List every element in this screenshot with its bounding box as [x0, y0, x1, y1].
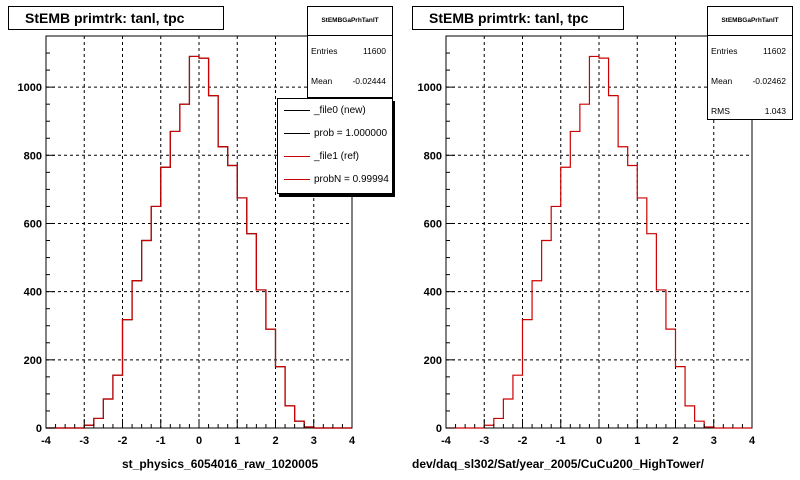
right-x-tick-label: 3 — [711, 435, 717, 447]
legend-entry-ref: _file1 (ref) — [278, 145, 392, 168]
right-x-tick-label: -4 — [441, 435, 452, 447]
right-mean-value: -0.02462 — [752, 76, 786, 86]
left-stats-header: StEMBGaPrhTanlT — [308, 7, 392, 36]
legend-line-black — [284, 110, 310, 111]
right-stats-rms-row: RMS 1.043 — [708, 96, 792, 126]
left-y-tick-label: 400 — [24, 287, 42, 299]
left-y-tick-label: 800 — [24, 150, 42, 162]
right-y-tick-label: 1000 — [418, 82, 442, 94]
right-y-tick-label: 200 — [424, 355, 442, 367]
right-x-tick-label: 2 — [672, 435, 678, 447]
legend-text: prob = 1.000000 — [314, 128, 388, 139]
left-entries-value: 11600 — [362, 46, 386, 56]
legend-text: _file0 (new) — [314, 105, 366, 116]
right-x-tick-label: 0 — [596, 435, 602, 447]
right-x-tick-label: -1 — [556, 435, 566, 447]
left-y-tick-label: 0 — [36, 423, 42, 435]
right-x-tick-label: -3 — [479, 435, 489, 447]
right-rms-label: RMS — [711, 106, 730, 116]
left-y-tick-label: 600 — [24, 218, 42, 230]
right-y-tick-label: 400 — [424, 287, 442, 299]
left-stats-mean-row: Mean -0.02444 — [308, 66, 392, 96]
left-x-tick-label: 3 — [311, 435, 317, 447]
legend-entry-new: _file0 (new) — [278, 99, 392, 122]
left-histogram-series-1 — [46, 55, 352, 429]
legend-line-black — [284, 133, 310, 134]
right-y-tick-label: 0 — [436, 423, 442, 435]
left-y-tick-label: 200 — [24, 355, 42, 367]
legend-line-red — [284, 179, 310, 180]
right-rms-value: 1.043 — [764, 106, 786, 116]
left-x-tick-label: 4 — [349, 435, 356, 447]
left-x-tick-label: -1 — [156, 435, 166, 447]
left-entries-label: Entries — [311, 46, 338, 56]
right-stats-box: StEMBGaPrhTanlT Entries 11602 Mean -0.02… — [707, 6, 793, 120]
left-x-tick-label: 2 — [272, 435, 278, 447]
left-y-tick-label: 1000 — [18, 82, 42, 94]
legend-line-red — [284, 156, 310, 157]
right-entries-value: 11602 — [762, 46, 786, 56]
legend-text: _file1 (ref) — [314, 151, 360, 162]
legend-entry-prob: prob = 1.000000 — [278, 122, 392, 145]
left-x-tick-label: -3 — [79, 435, 89, 447]
right-stats-entries-row: Entries 11602 — [708, 36, 792, 66]
right-y-tick-label: 600 — [424, 218, 442, 230]
left-x-tick-label: -4 — [41, 435, 52, 447]
left-mean-label: Mean — [311, 76, 333, 86]
left-stats-box: StEMBGaPrhTanlT Entries 11600 Mean -0.02… — [307, 6, 393, 98]
right-x-tick-label: 1 — [634, 435, 640, 447]
legend-text: probN = 0.99994 — [314, 174, 389, 185]
left-x-tick-label: 1 — [234, 435, 240, 447]
right-entries-label: Entries — [711, 46, 738, 56]
left-x-axis-title: st_physics_6054016_raw_1020005 — [122, 457, 319, 471]
right-x-axis-title: dev/daq_sl302/Sat/year_2005/CuCu200_High… — [412, 457, 704, 471]
right-mean-label: Mean — [711, 76, 733, 86]
right-stats-header: StEMBGaPrhTanlT — [708, 7, 792, 36]
right-chart-title: StEMB primtrk: tanl, tpc — [412, 6, 624, 30]
right-y-tick-label: 800 — [424, 150, 442, 162]
left-x-tick-label: -2 — [118, 435, 128, 447]
legend-box: _file0 (new) prob = 1.000000 _file1 (ref… — [277, 98, 393, 194]
legend-entry-probn: probN = 0.99994 — [278, 168, 392, 191]
left-x-tick-label: 0 — [196, 435, 202, 447]
right-x-tick-label: 4 — [749, 435, 756, 447]
left-stats-entries-row: Entries 11600 — [308, 36, 392, 66]
right-x-tick-label: -2 — [518, 435, 528, 447]
left-mean-value: -0.02444 — [352, 76, 386, 86]
right-histogram-series-0 — [446, 55, 752, 429]
left-chart-title: StEMB primtrk: tanl, tpc — [8, 6, 224, 30]
right-stats-mean-row: Mean -0.02462 — [708, 66, 792, 96]
